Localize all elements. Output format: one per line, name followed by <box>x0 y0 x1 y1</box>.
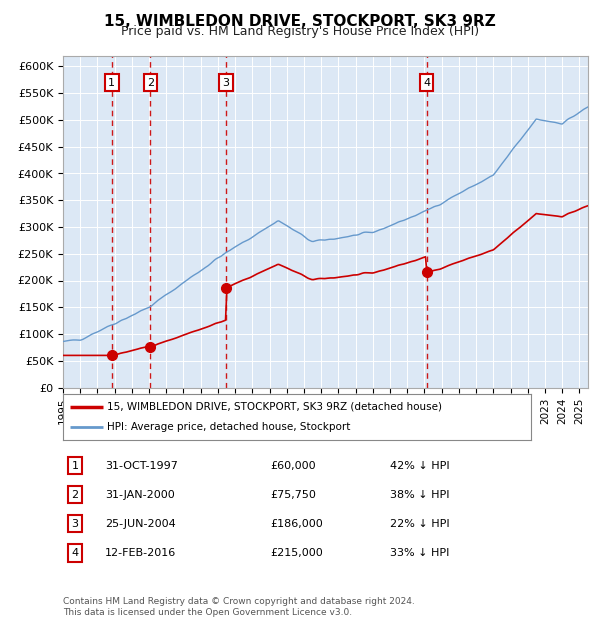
Text: 15, WIMBLEDON DRIVE, STOCKPORT, SK3 9RZ: 15, WIMBLEDON DRIVE, STOCKPORT, SK3 9RZ <box>104 14 496 29</box>
Text: £186,000: £186,000 <box>270 519 323 529</box>
Text: 1: 1 <box>71 461 79 471</box>
Text: 22% ↓ HPI: 22% ↓ HPI <box>390 519 449 529</box>
Text: 15, WIMBLEDON DRIVE, STOCKPORT, SK3 9RZ (detached house): 15, WIMBLEDON DRIVE, STOCKPORT, SK3 9RZ … <box>107 402 442 412</box>
Text: 2: 2 <box>147 78 154 87</box>
Text: 31-OCT-1997: 31-OCT-1997 <box>105 461 178 471</box>
Text: £215,000: £215,000 <box>270 548 323 558</box>
Text: 12-FEB-2016: 12-FEB-2016 <box>105 548 176 558</box>
Text: 38% ↓ HPI: 38% ↓ HPI <box>390 490 449 500</box>
Text: 2: 2 <box>71 490 79 500</box>
Text: 25-JUN-2004: 25-JUN-2004 <box>105 519 176 529</box>
Text: £75,750: £75,750 <box>270 490 316 500</box>
Text: 33% ↓ HPI: 33% ↓ HPI <box>390 548 449 558</box>
Text: Price paid vs. HM Land Registry's House Price Index (HPI): Price paid vs. HM Land Registry's House … <box>121 25 479 38</box>
Text: 31-JAN-2000: 31-JAN-2000 <box>105 490 175 500</box>
Text: 4: 4 <box>71 548 79 558</box>
Text: 3: 3 <box>223 78 230 87</box>
Text: 3: 3 <box>71 519 79 529</box>
Text: £60,000: £60,000 <box>270 461 316 471</box>
Text: HPI: Average price, detached house, Stockport: HPI: Average price, detached house, Stoc… <box>107 422 351 432</box>
Text: Contains HM Land Registry data © Crown copyright and database right 2024.
This d: Contains HM Land Registry data © Crown c… <box>63 598 415 617</box>
Text: 4: 4 <box>423 78 430 87</box>
Text: 1: 1 <box>108 78 115 87</box>
Text: 42% ↓ HPI: 42% ↓ HPI <box>390 461 449 471</box>
